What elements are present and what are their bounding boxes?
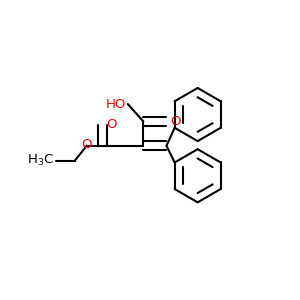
Text: O: O: [170, 115, 180, 128]
Text: O: O: [82, 138, 92, 151]
Text: HO: HO: [106, 98, 126, 111]
Text: H$_3$C: H$_3$C: [27, 153, 54, 168]
Text: O: O: [106, 118, 117, 131]
